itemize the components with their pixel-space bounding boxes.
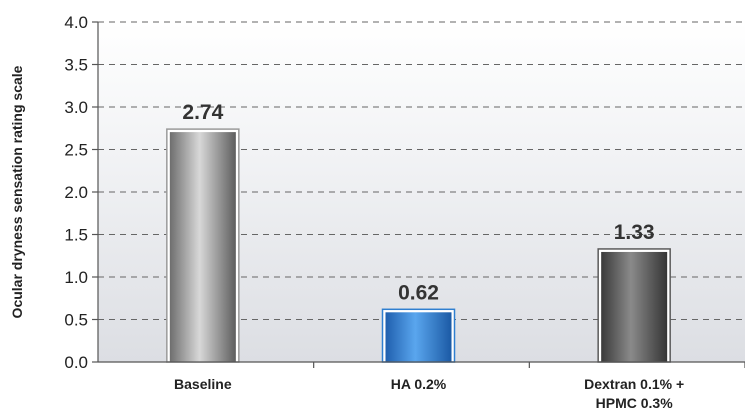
data-label: 1.33 xyxy=(614,221,655,244)
x-category-label: Dextran 0.1% + HPMC 0.3% xyxy=(584,376,684,411)
y-tick-label: 3.0 xyxy=(64,98,88,117)
y-tick-label: 0.5 xyxy=(64,311,88,330)
labels: 0.0 0.5 1.0 1.5 2.0 2.5 3.0 3.5 4.0 2.74 Baseline 0… xyxy=(64,13,684,411)
data-label: 0.62 xyxy=(398,281,439,304)
y-tick-label: 1.5 xyxy=(64,226,88,245)
y-tick-label: 4.0 xyxy=(64,13,88,32)
x-category-label: HA 0.2% xyxy=(391,376,447,392)
y-tick-label: 3.5 xyxy=(64,56,88,75)
y-tick-label: 1.0 xyxy=(64,268,88,287)
y-tick-label: 2.5 xyxy=(64,141,88,160)
bar xyxy=(385,312,452,362)
bar xyxy=(169,132,236,362)
y-tick-label: 0.0 xyxy=(64,353,88,372)
data-label: 2.74 xyxy=(182,101,223,124)
y-axis-title: Ocular dryness sensation rating scale xyxy=(9,65,25,318)
axes xyxy=(92,21,745,368)
bar xyxy=(601,251,668,362)
x-category-label: Baseline xyxy=(174,376,232,392)
y-tick-label: 2.0 xyxy=(64,183,88,202)
